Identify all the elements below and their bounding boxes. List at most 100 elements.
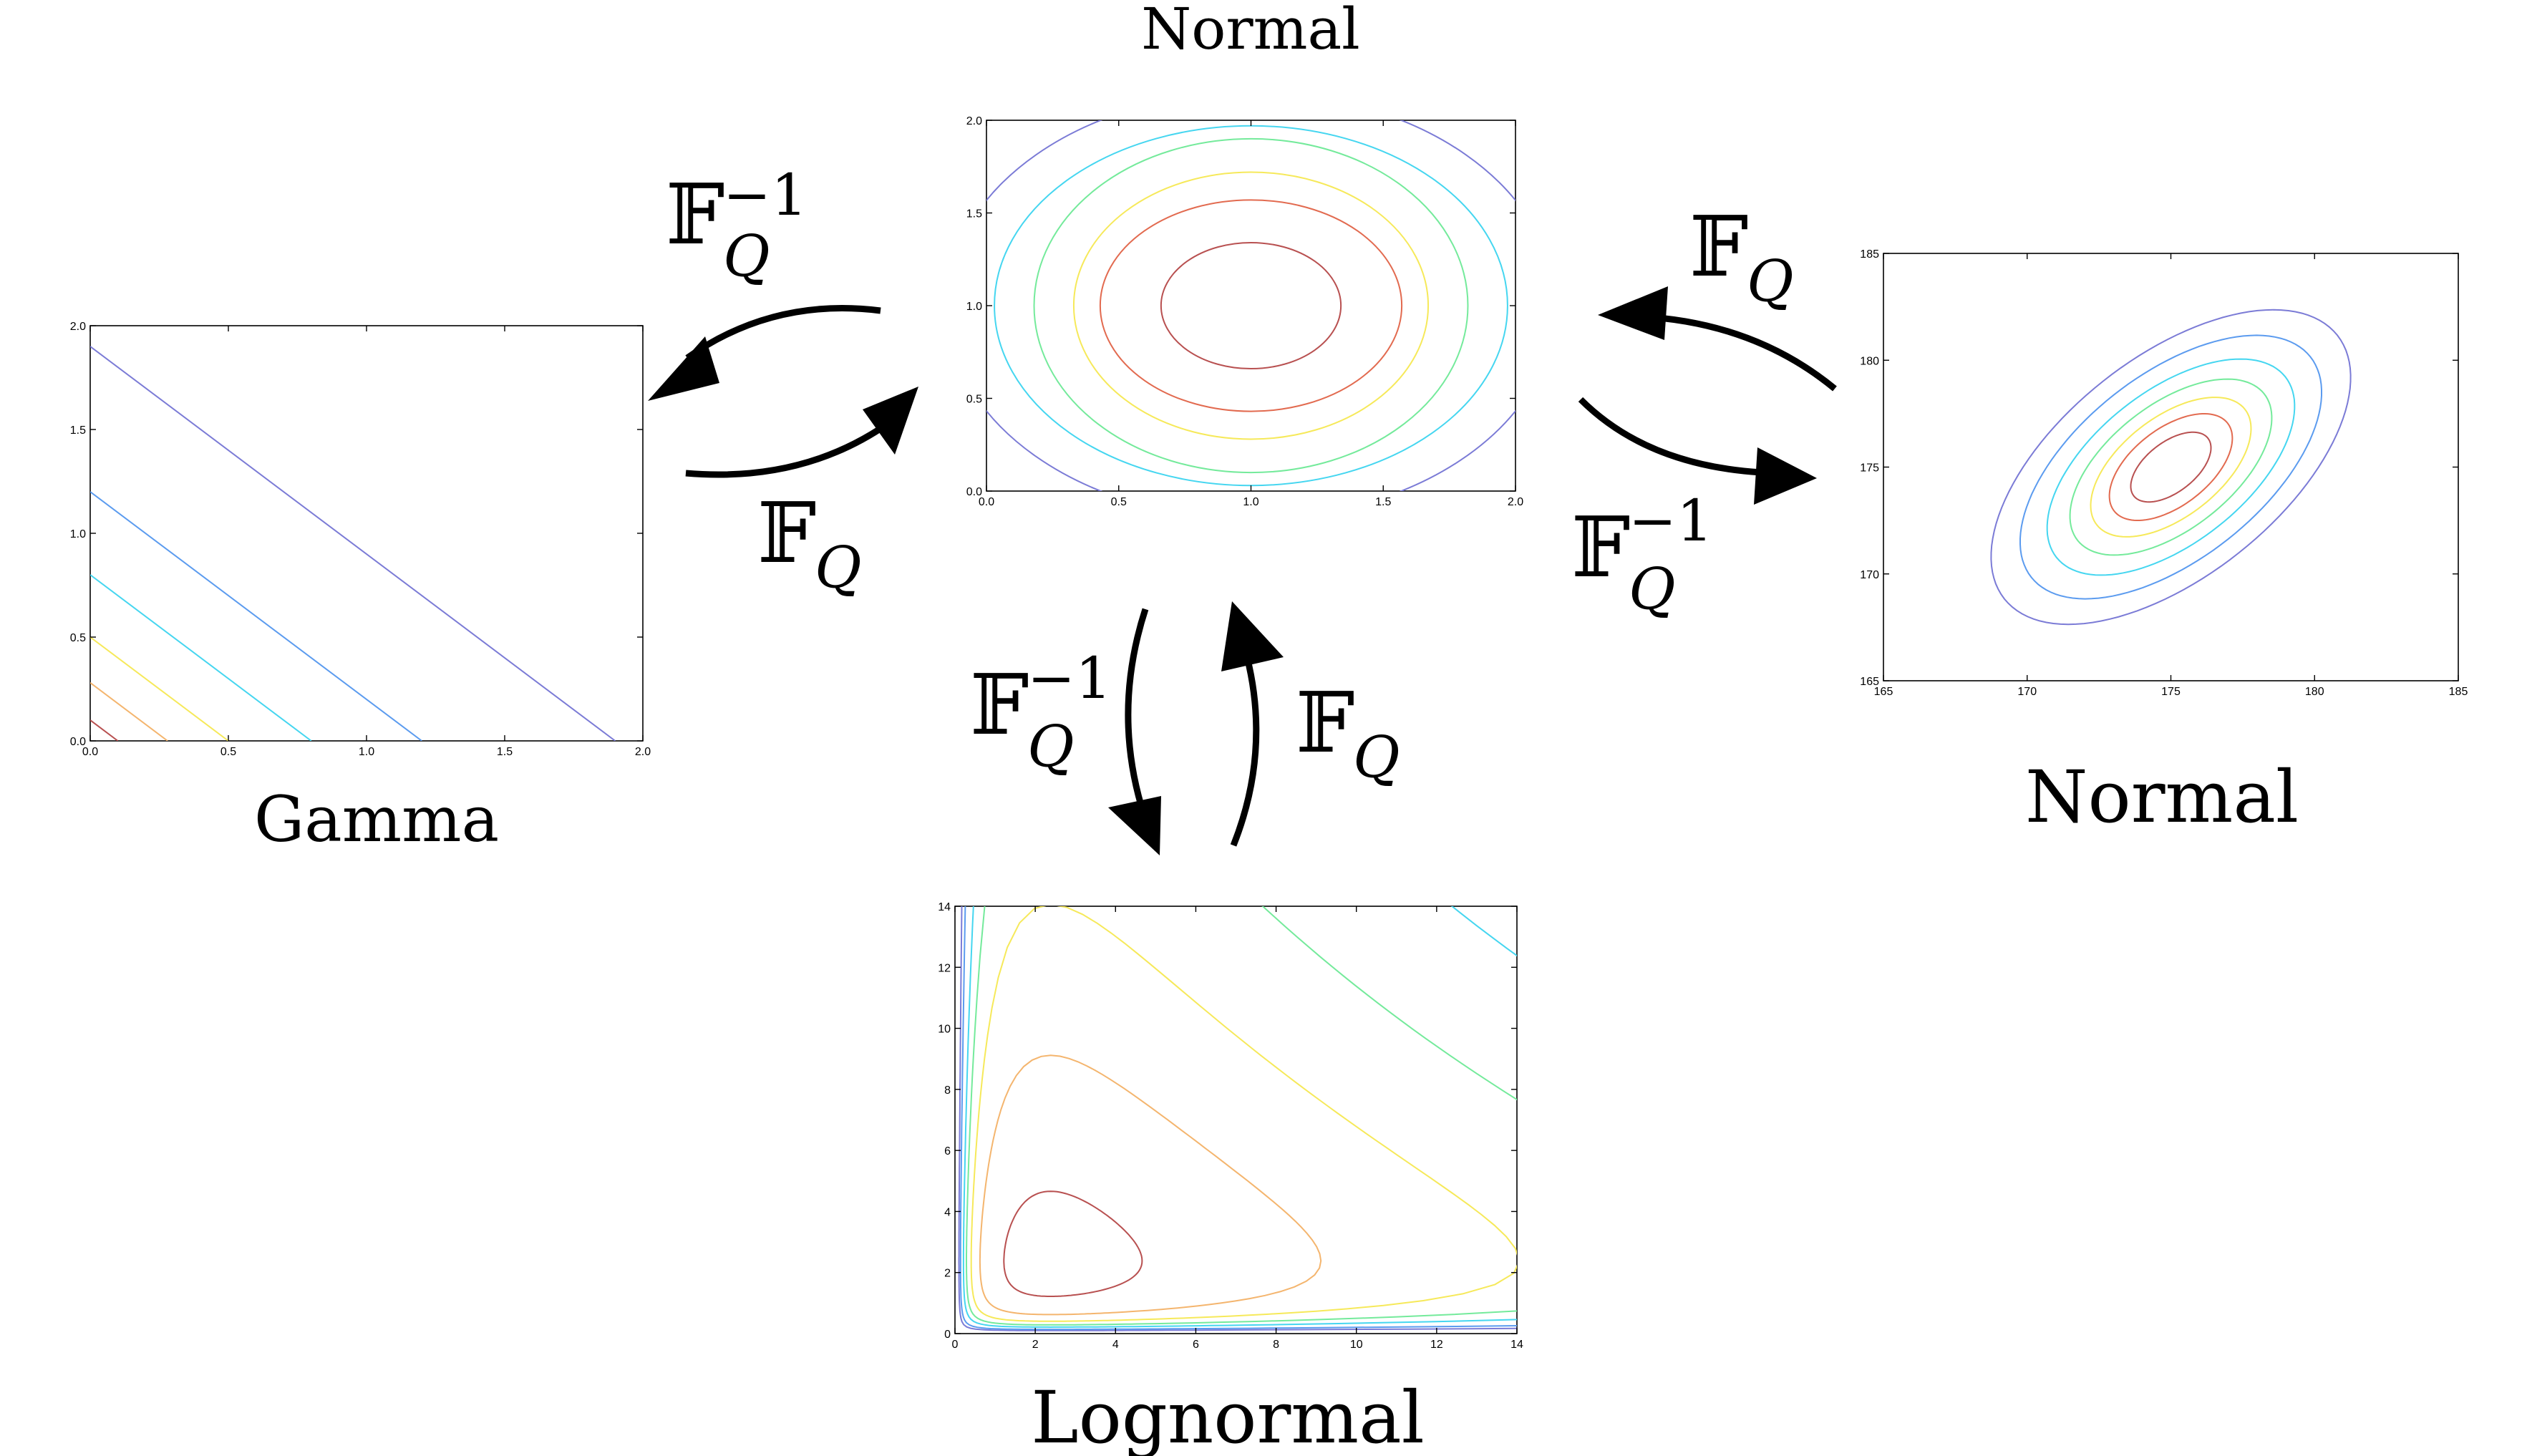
x-tick-label: 165 [1874, 686, 1893, 698]
y-tick-label: 2.0 [966, 115, 982, 127]
y-tick-label: 10 [938, 1024, 951, 1036]
x-tick-label: 170 [2017, 686, 2037, 698]
plot-bottom-ticks: 0 2 4 6 8 10 12 14 0 2 4 6 8 10 12 14 [938, 901, 1523, 1351]
label-inverse-bottom-left: 𝔽 Q −1 [970, 645, 1112, 780]
title-bottom: Lognormal [1031, 1376, 1424, 1456]
operator-sup: −1 [1027, 645, 1112, 712]
x-tick-label: 1.5 [497, 746, 513, 758]
y-tick-label: 0.5 [966, 394, 982, 406]
x-tick-label: 180 [2305, 686, 2324, 698]
x-tick-label: 175 [2161, 686, 2181, 698]
contour-line [90, 682, 168, 741]
plot-top: 0.0 0.5 1.0 1.5 2.0 0.0 0.5 1.0 1.5 2.0 [966, 115, 1523, 508]
title-right: Normal [2025, 755, 2299, 839]
title-left: Gamma [254, 782, 499, 856]
y-tick-label: 1.5 [70, 424, 86, 437]
contour-line [2130, 431, 2212, 503]
y-tick-label: 0.5 [70, 632, 86, 644]
x-tick-label: 1.0 [1243, 496, 1258, 508]
operator-symbol: 𝔽 [1571, 500, 1630, 596]
x-tick-label: 2 [1032, 1339, 1039, 1351]
operator-sub: Q [1353, 724, 1400, 790]
contour-line [1033, 137, 1469, 474]
plot-top-frame [986, 120, 1516, 492]
operator-sup: −1 [1629, 487, 1713, 554]
operator-sub: Q [815, 534, 862, 601]
operator-symbol: 𝔽 [757, 485, 816, 582]
contour-line [2108, 413, 2234, 521]
contour-line [1160, 241, 1342, 370]
plot-right: 165 170 175 180 185 165 170 175 180 185 [1860, 248, 2468, 698]
plot-left-contours [90, 346, 616, 741]
contour-line [1990, 309, 2352, 626]
x-tick-label: 185 [2449, 686, 2468, 698]
y-tick-label: 14 [938, 901, 951, 913]
arrow-top-to-left [648, 305, 881, 401]
plot-bottom-frame [954, 906, 1518, 1334]
x-tick-label: 1.0 [359, 746, 374, 758]
plot-left-ticks: 0.0 0.5 1.0 1.5 2.0 0.0 0.5 1.0 1.5 2.0 [70, 321, 651, 758]
plot-left: 0.0 0.5 1.0 1.5 2.0 0.0 0.5 1.0 1.5 2.0 [70, 321, 651, 758]
y-tick-label: 6 [944, 1145, 951, 1157]
contour-line [2090, 397, 2252, 538]
contour-line [90, 346, 616, 741]
x-tick-label: 0.0 [979, 496, 994, 508]
contour-line [966, 906, 1517, 1326]
x-tick-label: 4 [1112, 1339, 1119, 1351]
arrow-bottom-to-top [1221, 601, 1284, 847]
operator-sub: Q [1747, 248, 1794, 314]
operator-symbol: 𝔽 [666, 167, 724, 263]
label-forward-upper-right: 𝔽 Q [1689, 199, 1794, 314]
x-tick-label: 6 [1193, 1339, 1199, 1351]
label-inverse-upper-left: 𝔽 Q −1 [666, 162, 807, 289]
plot-right-ticks: 165 170 175 180 185 165 170 175 180 185 [1860, 248, 2468, 698]
x-tick-label: 10 [1350, 1339, 1363, 1351]
y-tick-label: 2.0 [70, 321, 86, 333]
plot-left-frame [89, 325, 644, 742]
arrow-left-to-top [685, 387, 918, 478]
y-tick-label: 0.0 [70, 736, 86, 748]
y-tick-label: 0 [944, 1329, 951, 1341]
contour-line [2046, 358, 2296, 576]
x-tick-label: 1.5 [1375, 496, 1391, 508]
arrow-right-to-top [1598, 286, 1837, 392]
operator-sub: Q [723, 223, 770, 289]
y-tick-label: 2 [944, 1268, 951, 1280]
y-tick-label: 0.0 [966, 486, 982, 498]
label-forward-bottom-right: 𝔽 Q [1296, 675, 1400, 790]
operator-symbol: 𝔽 [1689, 199, 1748, 296]
x-tick-label: 0.0 [82, 746, 98, 758]
x-tick-label: 0.5 [1111, 496, 1127, 508]
y-tick-label: 1.0 [70, 528, 86, 540]
y-tick-label: 165 [1860, 676, 1879, 688]
contour-line [90, 719, 119, 741]
x-tick-label: 14 [1510, 1339, 1523, 1351]
x-tick-label: 0 [952, 1339, 959, 1351]
x-tick-label: 8 [1273, 1339, 1279, 1351]
operator-symbol: 𝔽 [970, 657, 1029, 754]
arrow-top-to-bottom [1108, 608, 1161, 855]
contour-line [90, 636, 229, 741]
label-forward-lower-left: 𝔽 Q [757, 485, 862, 601]
contour-line [959, 906, 1517, 1331]
y-tick-label: 185 [1860, 248, 1879, 261]
contour-line [90, 574, 312, 741]
label-inverse-lower-right: 𝔽 Q −1 [1571, 487, 1713, 622]
y-tick-label: 180 [1860, 355, 1879, 367]
y-tick-label: 12 [938, 962, 951, 974]
contour-line [1099, 199, 1403, 412]
operator-sub: Q [1027, 713, 1075, 780]
operator-sub: Q [1629, 555, 1676, 622]
contour-line [1072, 171, 1430, 440]
y-tick-label: 8 [944, 1084, 951, 1097]
plot-bottom: 0 2 4 6 8 10 12 14 0 2 4 6 8 10 12 14 [938, 901, 1523, 1351]
arrow-top-to-right [1578, 397, 1817, 505]
x-tick-label: 0.5 [220, 746, 236, 758]
y-tick-label: 175 [1860, 462, 1879, 475]
y-tick-label: 1.5 [966, 208, 982, 220]
y-tick-label: 1.0 [966, 301, 982, 313]
plot-top-ticks: 0.0 0.5 1.0 1.5 2.0 0.0 0.5 1.0 1.5 2.0 [966, 115, 1523, 508]
contour-line [2069, 378, 2273, 556]
contour-line [1003, 1190, 1143, 1297]
